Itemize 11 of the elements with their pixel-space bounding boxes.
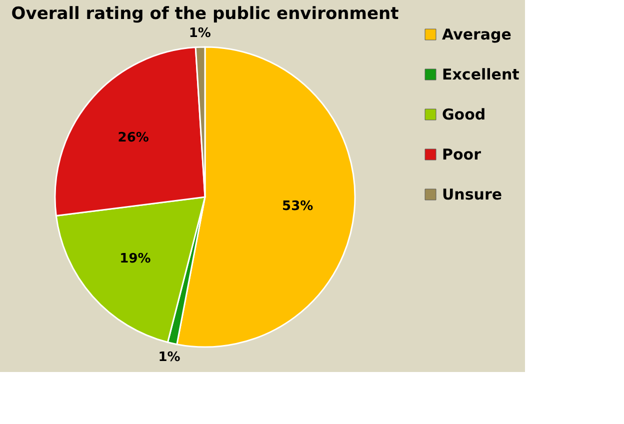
- legend-label: Poor: [442, 146, 482, 164]
- data-label: 53%: [282, 198, 314, 214]
- data-label: 1%: [158, 350, 180, 366]
- data-label: 19%: [120, 252, 151, 266]
- legend-label: Average: [442, 26, 512, 44]
- legend-label: Unsure: [442, 186, 502, 204]
- legend-label: Excellent: [442, 66, 520, 84]
- legend-label: Good: [442, 106, 486, 124]
- data-label: 26%: [118, 130, 149, 146]
- chart-title: Overall rating of the public environment: [11, 4, 399, 24]
- data-label: 1%: [188, 26, 211, 42]
